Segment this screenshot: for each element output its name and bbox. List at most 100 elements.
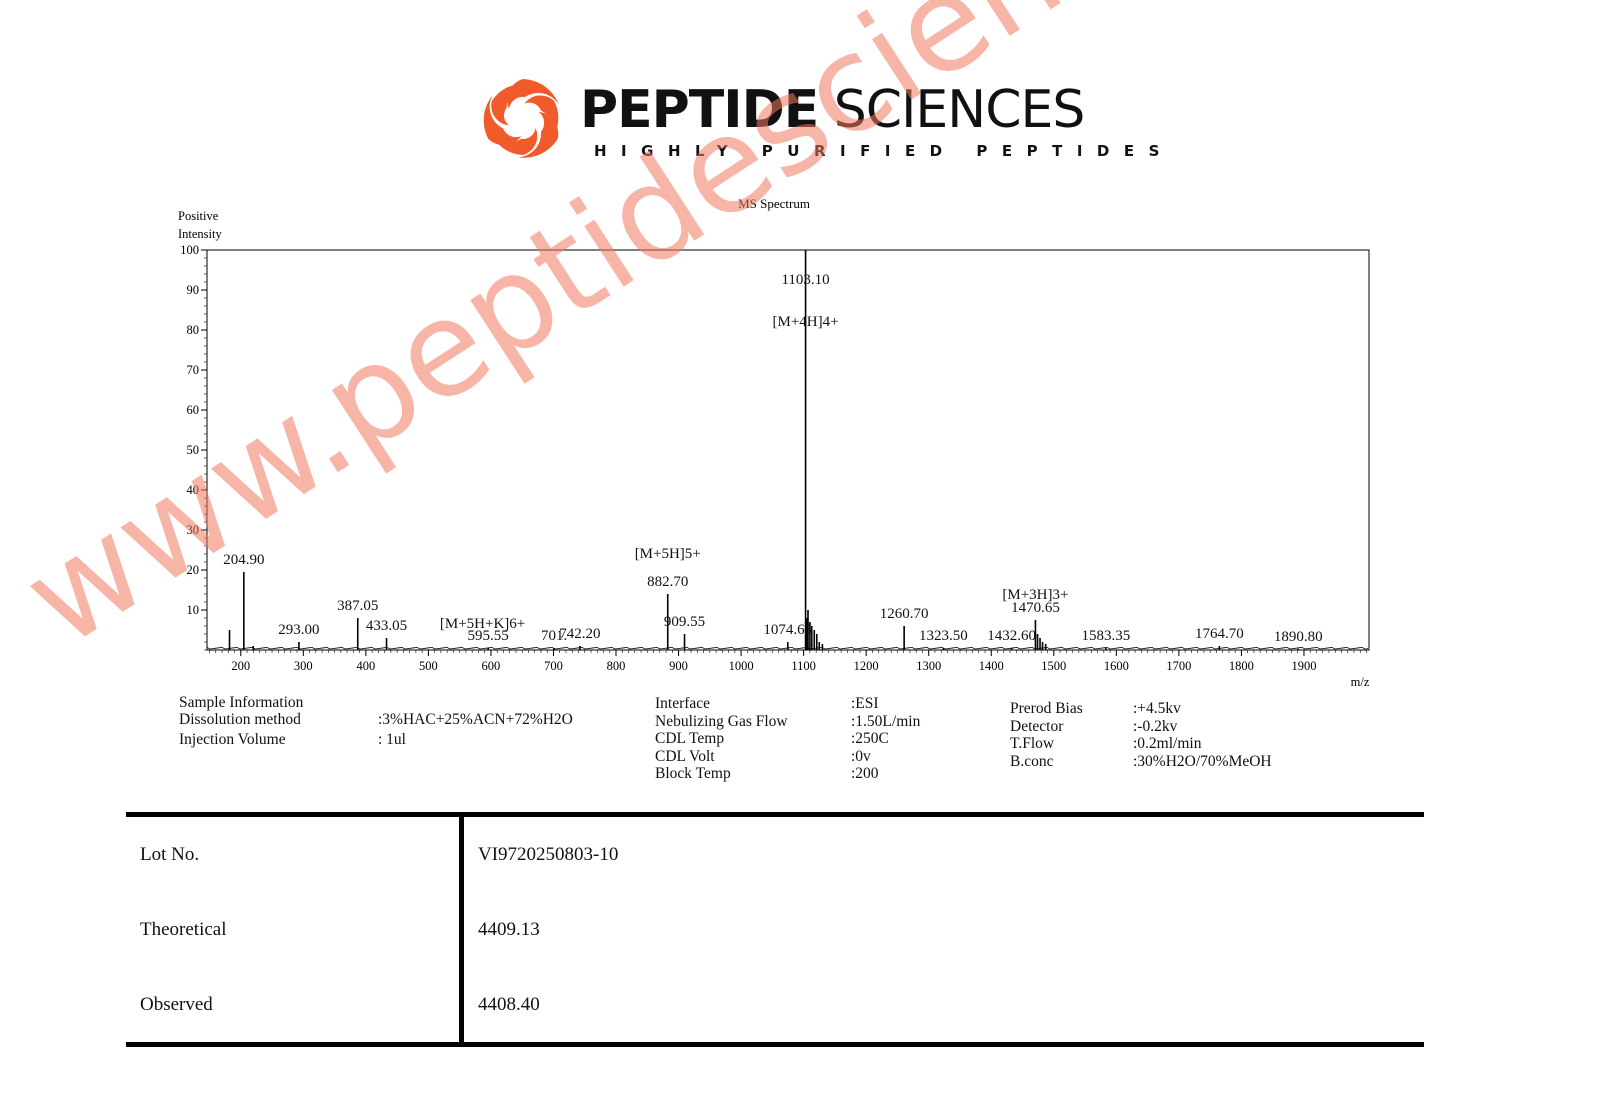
theoretical-value: 4409.13 bbox=[478, 918, 540, 940]
theoretical-label: Theoretical bbox=[126, 892, 464, 967]
y-tick-label: 80 bbox=[187, 323, 200, 337]
observed-label: Observed bbox=[126, 967, 464, 1045]
x-axis-label: m/z bbox=[1351, 675, 1370, 689]
x-tick-label: 300 bbox=[294, 659, 313, 673]
x-tick-label: 1700 bbox=[1166, 659, 1191, 673]
param-value: :30%H2O/70%MeOH bbox=[1133, 752, 1272, 770]
y-tick-label: 90 bbox=[187, 283, 200, 297]
x-tick-label: 1300 bbox=[916, 659, 941, 673]
param-value: :0.2ml/min bbox=[1133, 735, 1202, 752]
param-label: B.conc bbox=[1010, 752, 1054, 770]
x-tick-label: 200 bbox=[231, 659, 250, 673]
plot-frame bbox=[206, 249, 1370, 651]
peak-label: 1260.70 bbox=[880, 606, 929, 622]
table-row: Lot No. VI9720250803-10 bbox=[126, 814, 1424, 892]
param-value: :1.50L/min bbox=[851, 712, 921, 730]
peak-label: 595.55 bbox=[468, 628, 509, 644]
y-axis-label-1: Positive bbox=[178, 209, 219, 223]
y-tick-label: 30 bbox=[187, 523, 200, 537]
y-tick-label: 100 bbox=[180, 243, 199, 257]
x-tick-label: 1500 bbox=[1041, 659, 1066, 673]
param-label: Nebulizing Gas Flow bbox=[655, 712, 788, 730]
ion-label: [M+5H+K]6+ bbox=[440, 616, 525, 632]
x-tick-label: 1800 bbox=[1229, 659, 1254, 673]
table-row: Theoretical 4409.13 bbox=[126, 892, 1424, 967]
param-value: :-0.2kv bbox=[1133, 717, 1178, 735]
peak-label: 204.90 bbox=[223, 552, 264, 568]
y-tick-label: 60 bbox=[187, 403, 200, 417]
dissolution-method-label: Dissolution method bbox=[179, 711, 301, 728]
dissolution-method-value: :3%HAC+25%ACN+72%H2O bbox=[378, 711, 573, 728]
peak-label: 1074.65 bbox=[763, 622, 812, 638]
peak-label: 1432.60 bbox=[987, 628, 1036, 644]
peak-label: 882.70 bbox=[647, 574, 688, 590]
sample-info-heading: Sample Information bbox=[179, 694, 304, 711]
sample-information: Sample Information bbox=[179, 694, 303, 712]
results-table: Lot No. VI9720250803-10 Theoretical 4409.1… bbox=[126, 812, 1424, 1047]
peak-label: 1323.50 bbox=[919, 628, 968, 644]
x-tick-label: 1000 bbox=[729, 659, 754, 673]
baseline-noise bbox=[206, 646, 1369, 650]
param-label: Interface bbox=[655, 695, 711, 712]
y-axis-label-2: Intensity bbox=[178, 227, 222, 241]
instrument-params-1-labels: Interface Nebulizing Gas Flow CDL Temp C… bbox=[655, 695, 788, 783]
x-tick-label: 600 bbox=[482, 659, 501, 673]
x-tick-label: 400 bbox=[356, 659, 375, 673]
x-tick-label: 1200 bbox=[854, 659, 879, 673]
tagline: HIGHLY PURIFIED PEPTIDES bbox=[594, 142, 1174, 160]
sample-info-values: :3%HAC+25%ACN+72%H2O : 1ul bbox=[378, 711, 573, 748]
peak-label: 701. bbox=[541, 628, 567, 644]
param-value: :0v bbox=[851, 747, 871, 765]
x-tick-label: 1100 bbox=[791, 659, 816, 673]
instrument-params-1-values: :ESI :1.50L/min :250C :0v :200 bbox=[851, 695, 920, 783]
peak-label: 742.20 bbox=[559, 626, 600, 642]
peak-label: 909.55 bbox=[664, 614, 705, 630]
brand-name: PEPTIDE SCIENCES bbox=[580, 80, 1086, 140]
chart-title: MS Spectrum bbox=[738, 196, 810, 211]
param-label: T.Flow bbox=[1010, 735, 1055, 752]
ion-label: [M+3H]3+ bbox=[1002, 587, 1068, 603]
x-tick-label: 1600 bbox=[1104, 659, 1129, 673]
x-tick-label: 800 bbox=[607, 659, 626, 673]
param-label: CDL Volt bbox=[655, 747, 715, 765]
peptide-sciences-logo: PEPTIDE SCIENCES HIGHLY PURIFIED PEPTIDE… bbox=[480, 76, 1159, 166]
y-tick-label: 50 bbox=[187, 443, 200, 457]
observed-value: 4408.40 bbox=[478, 993, 540, 1015]
lot-value: VI9720250803-10 bbox=[478, 843, 619, 865]
ms-spectrum-chart: MS Spectrum Positive Intensity m/z 200 30… bbox=[178, 196, 1370, 689]
y-tick-label: 40 bbox=[187, 483, 200, 497]
y-tick-label: 70 bbox=[187, 363, 200, 377]
param-label: CDL Temp bbox=[655, 730, 725, 747]
x-tick-label: 700 bbox=[544, 659, 563, 673]
peak-label: 1764.70 bbox=[1195, 626, 1244, 642]
table-row: Observed 4408.40 bbox=[126, 967, 1424, 1045]
peak-label: 1890.80 bbox=[1274, 629, 1323, 645]
x-tick-label: 500 bbox=[419, 659, 438, 673]
param-value: :ESI bbox=[851, 695, 879, 712]
peak-label: 293.00 bbox=[278, 622, 319, 638]
injection-volume-label: Injection Volume bbox=[179, 730, 286, 748]
instrument-params-2-labels: Prerod Bias Detector T.Flow B.conc bbox=[1010, 700, 1083, 770]
peak-label: 433.05 bbox=[366, 618, 407, 634]
param-value: :250C bbox=[851, 730, 889, 747]
x-tick-label: 1400 bbox=[979, 659, 1004, 673]
brand-bold: PEPTIDE bbox=[580, 80, 819, 140]
ion-label: [M+4H]4+ bbox=[773, 314, 839, 330]
peak-label: 1583.35 bbox=[1082, 628, 1131, 644]
x-tick-label: 900 bbox=[669, 659, 688, 673]
y-tick-label: 20 bbox=[187, 563, 200, 577]
injection-volume-value: : 1ul bbox=[378, 730, 406, 748]
sample-info-labels: Dissolution method Injection Volume bbox=[179, 711, 301, 748]
peak-label: 1470.65 bbox=[1011, 600, 1060, 616]
peak-label: 387.05 bbox=[337, 598, 378, 614]
param-label: Prerod Bias bbox=[1010, 700, 1083, 717]
param-value: :200 bbox=[851, 765, 879, 782]
param-label: Block Temp bbox=[655, 765, 731, 782]
ion-label: [M+5H]5+ bbox=[635, 546, 701, 562]
y-tick-label: 10 bbox=[187, 603, 200, 617]
brand-light: SCIENCES bbox=[833, 80, 1086, 140]
param-label: Detector bbox=[1010, 717, 1064, 735]
swirl-logo-icon bbox=[483, 79, 559, 158]
instrument-params-2-values: :+4.5kv :-0.2kv :0.2ml/min :30%H2O/70%Me… bbox=[1133, 700, 1272, 770]
lot-label: Lot No. bbox=[126, 814, 464, 892]
